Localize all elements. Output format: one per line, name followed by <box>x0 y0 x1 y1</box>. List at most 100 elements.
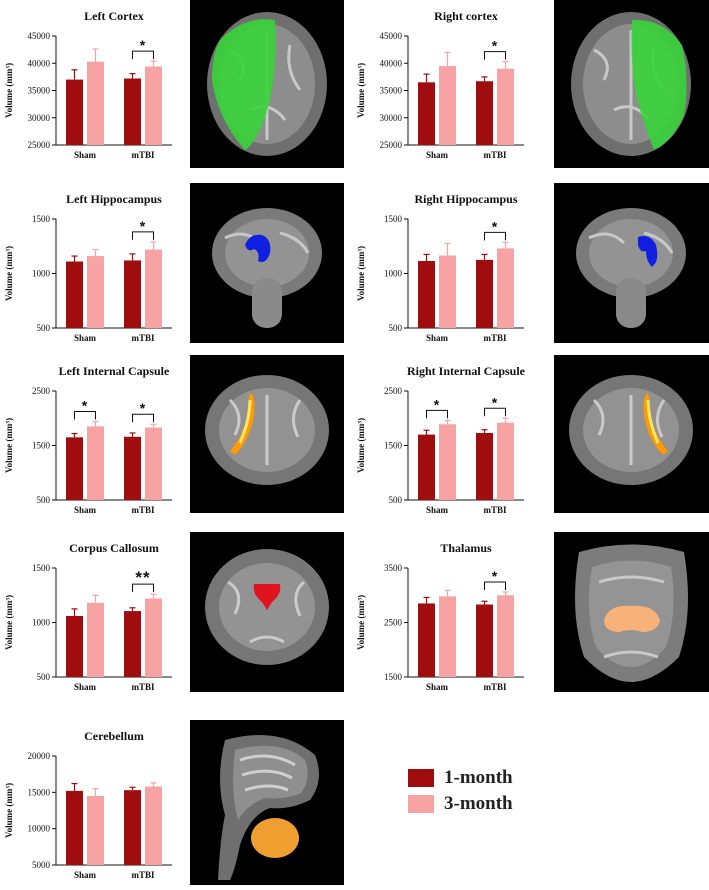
x-tick-label: Sham <box>74 150 97 160</box>
bar-1-month-Sham <box>66 79 83 145</box>
y-tick-label: 1500 <box>384 672 403 682</box>
legend-label-3-month: 3-month <box>444 793 513 814</box>
y-tick-label: 2500 <box>384 618 403 628</box>
bar-3-month-mTBI <box>145 427 162 500</box>
chart-title: Left Internal Capsule <box>59 364 170 378</box>
y-tick-label: 2500 <box>32 386 51 396</box>
chart-title: Left Hippocampus <box>66 192 162 206</box>
x-tick-label: Sham <box>426 682 449 692</box>
chart-thalamus: Thalamus Volume (mm³) 1500 2500 3500 Sham mTBI… <box>352 532 532 702</box>
significance-bracket <box>484 407 506 417</box>
chart-svg: Right Internal Capsule Volume (mm³) 500 150… <box>356 364 526 515</box>
x-tick-label: Sham <box>426 150 449 160</box>
y-axis-label: Volume (mm³) <box>356 63 366 118</box>
bar-3-month-mTBI <box>145 66 162 145</box>
bar-3-month-Sham <box>87 426 104 500</box>
y-tick-label: 45000 <box>28 31 51 41</box>
legend-swatch-3-month <box>408 795 434 813</box>
brain-image-right-hippocampus <box>554 183 709 343</box>
bar-3-month-Sham <box>439 255 456 328</box>
significance-bracket <box>132 50 154 60</box>
bar-1-month-mTBI <box>476 81 493 145</box>
x-tick-label: Sham <box>74 682 97 692</box>
chart-svg: Left Hippocampus Volume (mm³) 500 1000 1500 S… <box>4 192 172 343</box>
x-tick-label: Sham <box>74 870 97 880</box>
y-tick-label: 35000 <box>28 86 51 96</box>
y-tick-label: 40000 <box>380 58 403 68</box>
bar-1-month-mTBI <box>124 260 141 328</box>
bar-1-month-mTBI <box>124 436 141 500</box>
y-tick-label: 25000 <box>28 140 51 150</box>
x-tick-label: mTBI <box>131 870 155 880</box>
y-tick-label: 500 <box>389 495 403 505</box>
bar-3-month-Sham <box>439 65 456 145</box>
significance-bracket <box>484 231 506 241</box>
chart-title: Thalamus <box>440 541 492 555</box>
chart-right-hippocampus: Right Hippocampus Volume (mm³) 500 1000 1500… <box>352 183 532 353</box>
chart-left-hippocampus: Left Hippocampus Volume (mm³) 500 1000 1500 S… <box>0 183 180 353</box>
bar-3-month-mTBI <box>497 248 514 328</box>
significance-label: * <box>492 38 498 54</box>
bar-3-month-mTBI <box>145 598 162 677</box>
significance-label: ** <box>135 568 150 587</box>
y-tick-label: 35000 <box>380 86 403 96</box>
y-tick-label: 2500 <box>384 386 403 396</box>
chart-left-cortex: Left Cortex Volume (mm³) 25000 30000 35000 40… <box>0 0 180 170</box>
y-tick-label: 1500 <box>32 563 51 573</box>
x-tick-label: mTBI <box>131 333 155 343</box>
bar-3-month-Sham <box>87 256 104 328</box>
x-tick-label: mTBI <box>131 150 155 160</box>
bar-1-month-Sham <box>66 261 83 328</box>
y-tick-label: 1500 <box>32 441 51 451</box>
brain-image-left-cortex <box>190 0 344 168</box>
y-axis-label: Volume (mm³) <box>4 418 14 473</box>
legend-swatch-1-month <box>408 769 434 787</box>
y-tick-label: 15000 <box>28 787 51 797</box>
y-tick-label: 1000 <box>384 269 403 279</box>
x-tick-label: mTBI <box>131 682 155 692</box>
y-tick-label: 1000 <box>32 618 51 628</box>
y-axis-label: Volume (mm³) <box>4 595 14 650</box>
chart-title: Right Hippocampus <box>414 192 517 206</box>
legend-label-1-month: 1-month <box>444 767 513 788</box>
bar-1-month-mTBI <box>476 432 493 500</box>
significance-bracket <box>132 583 154 593</box>
y-axis-label: Volume (mm³) <box>4 246 14 301</box>
x-tick-label: Sham <box>74 505 97 515</box>
significance-bracket <box>132 413 154 423</box>
chart-cerebellum: Cerebellum Volume (mm³) 5000 10000 15000 2000… <box>0 720 180 890</box>
significance-bracket <box>484 581 506 590</box>
brain-image-cerebellum <box>190 720 344 885</box>
legend-item-3-month: 3-month <box>408 791 513 817</box>
significance-bracket <box>426 409 448 419</box>
x-tick-label: mTBI <box>483 150 507 160</box>
brain-image-left-hippocampus <box>190 183 344 343</box>
y-tick-label: 40000 <box>28 58 51 68</box>
significance-label: * <box>140 37 146 53</box>
y-tick-label: 20000 <box>28 751 51 761</box>
y-axis-label: Volume (mm³) <box>4 63 14 118</box>
significance-bracket <box>484 51 506 60</box>
chart-title: Right cortex <box>434 9 498 23</box>
bar-1-month-Sham <box>418 434 435 500</box>
chart-svg: Right cortex Volume (mm³) 25000 30000 35000 4… <box>356 9 524 160</box>
y-tick-label: 1000 <box>32 269 51 279</box>
chart-svg: Cerebellum Volume (mm³) 5000 10000 15000 2000… <box>4 729 172 880</box>
brain-image-thalamus <box>554 532 709 692</box>
y-tick-label: 5000 <box>32 860 51 870</box>
bar-3-month-mTBI <box>497 595 514 677</box>
chart-svg: Corpus Callosum Volume (mm³) 500 1000 1500 Sh… <box>4 541 172 692</box>
bar-1-month-Sham <box>66 615 83 677</box>
brain-image-right-cortex <box>554 0 709 168</box>
significance-bracket <box>74 411 96 420</box>
bar-1-month-Sham <box>66 437 83 500</box>
significance-bracket <box>132 231 154 240</box>
y-tick-label: 500 <box>37 495 51 505</box>
chart-left-internal-capsule: Left Internal Capsule Volume (mm³) 500 1500… <box>0 355 180 525</box>
chart-right-cortex: Right cortex Volume (mm³) 25000 30000 35000 4… <box>352 0 532 170</box>
significance-label: * <box>434 396 440 412</box>
bar-3-month-Sham <box>87 61 104 145</box>
y-axis-label: Volume (mm³) <box>356 418 366 473</box>
bar-1-month-mTBI <box>124 78 141 145</box>
bar-1-month-mTBI <box>124 790 141 865</box>
